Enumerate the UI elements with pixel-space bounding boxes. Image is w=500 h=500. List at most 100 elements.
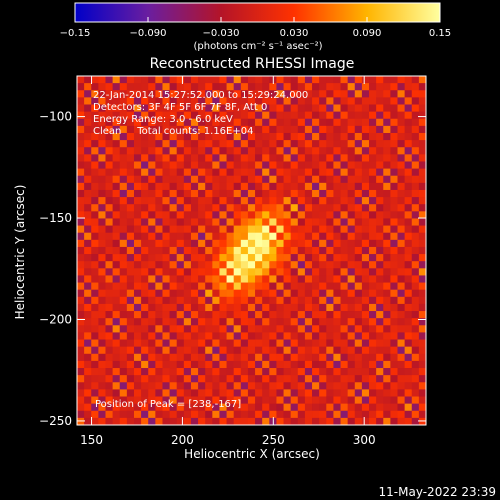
heatmap-cell xyxy=(198,396,206,405)
heatmap-cell xyxy=(326,325,334,333)
heatmap-cell xyxy=(133,182,142,191)
heatmap-cell xyxy=(98,154,106,162)
heatmap-cell xyxy=(126,232,135,241)
heatmap-cell xyxy=(126,332,135,340)
heatmap-cell xyxy=(247,175,256,184)
heatmap-cell xyxy=(98,239,106,248)
heatmap-cell xyxy=(141,125,149,134)
heatmap-cell xyxy=(190,311,199,319)
heatmap-cell xyxy=(190,239,199,248)
heatmap-cell xyxy=(198,132,206,141)
heatmap-cell xyxy=(418,182,426,191)
heatmap-cell xyxy=(141,360,149,369)
heatmap-cell xyxy=(354,332,363,340)
heatmap-cell xyxy=(98,125,106,134)
heatmap-cell xyxy=(383,211,391,219)
heatmap-cell xyxy=(148,346,156,355)
heatmap-cell xyxy=(390,154,398,162)
heatmap-cell xyxy=(190,325,199,333)
heatmap-cell xyxy=(276,154,284,162)
heatmap-cell xyxy=(262,147,270,155)
heatmap-cell xyxy=(376,90,384,98)
heatmap-cell xyxy=(333,118,341,127)
heatmap-cell xyxy=(283,147,292,155)
heatmap-cell xyxy=(226,154,235,162)
heatmap-cell xyxy=(212,125,220,134)
heatmap-cell xyxy=(383,396,391,405)
heatmap-cell xyxy=(383,104,391,113)
heatmap-cell xyxy=(155,218,163,226)
heatmap-cell xyxy=(77,140,85,148)
heatmap-cell xyxy=(133,132,142,141)
heatmap-cell xyxy=(326,246,334,255)
heatmap-cell xyxy=(205,318,213,326)
heatmap-cell xyxy=(183,289,192,298)
heatmap-cell xyxy=(411,303,420,312)
heatmap-cell xyxy=(162,225,170,234)
heatmap-cell xyxy=(319,246,327,255)
heatmap-cell xyxy=(205,339,213,348)
heatmap-cell xyxy=(233,232,242,241)
heatmap-cell xyxy=(169,90,178,98)
heatmap-cell xyxy=(162,375,170,383)
heatmap-cell xyxy=(112,346,121,355)
heatmap-cell xyxy=(148,225,156,234)
heatmap-cell xyxy=(91,232,99,241)
colorbar-tick-label: 0.030 xyxy=(280,28,309,39)
heatmap-cell xyxy=(119,76,128,84)
heatmap-cell xyxy=(84,396,92,405)
heatmap-cell xyxy=(312,175,320,184)
heatmap-cell xyxy=(176,140,185,148)
heatmap-cell xyxy=(219,289,227,298)
heatmap-cell xyxy=(276,382,284,390)
heatmap-cell xyxy=(176,353,185,362)
heatmap-cell xyxy=(176,118,185,127)
heatmap-cell xyxy=(390,104,398,113)
heatmap-cell xyxy=(233,268,242,276)
heatmap-cell xyxy=(326,211,334,219)
heatmap-cell xyxy=(126,353,135,362)
heatmap-cell xyxy=(383,125,391,134)
heatmap-cell xyxy=(226,353,235,362)
heatmap-cell xyxy=(126,375,135,383)
heatmap-cell xyxy=(233,197,242,205)
heatmap-cell xyxy=(347,389,356,397)
heatmap-cell xyxy=(126,76,135,84)
heatmap-cell xyxy=(418,239,426,248)
heatmap-cell xyxy=(347,339,356,348)
heatmap-cell xyxy=(333,161,341,169)
heatmap-cell xyxy=(383,389,391,397)
heatmap-cell xyxy=(240,204,249,212)
x-axis-ticks: 150 200 250 300 xyxy=(80,76,376,447)
heatmap-cell xyxy=(105,261,114,269)
heatmap-cell xyxy=(319,296,327,305)
heatmap-cell xyxy=(255,239,263,248)
heatmap-cell xyxy=(119,282,128,291)
heatmap-cell xyxy=(361,261,370,269)
colorbar-tick-label: 0.15 xyxy=(429,28,451,39)
heatmap-cell xyxy=(205,90,213,98)
heatmap-cell xyxy=(155,83,163,91)
heatmap-cell xyxy=(183,168,192,177)
heatmap-cell xyxy=(283,389,292,397)
heatmap-cell xyxy=(269,254,277,262)
heatmap-cell xyxy=(269,161,277,169)
heatmap-cell xyxy=(304,318,313,326)
heatmap-cell xyxy=(354,353,363,362)
heatmap-cell xyxy=(247,289,256,298)
heatmap-cell xyxy=(141,132,149,141)
heatmap-cell xyxy=(376,154,384,162)
heatmap-cell xyxy=(319,76,327,84)
heatmap-cell xyxy=(119,118,128,127)
heatmap-cell xyxy=(162,261,170,269)
heatmap-cell xyxy=(333,261,341,269)
heatmap-cell xyxy=(290,83,299,91)
heatmap-cell xyxy=(176,311,185,319)
heatmap-cell xyxy=(312,154,320,162)
heatmap-cell xyxy=(312,417,320,425)
heatmap-cell xyxy=(276,111,284,120)
heatmap-cell xyxy=(105,417,114,425)
heatmap-cell xyxy=(219,282,227,291)
heatmap-cell xyxy=(219,296,227,305)
heatmap-cell xyxy=(91,368,99,376)
